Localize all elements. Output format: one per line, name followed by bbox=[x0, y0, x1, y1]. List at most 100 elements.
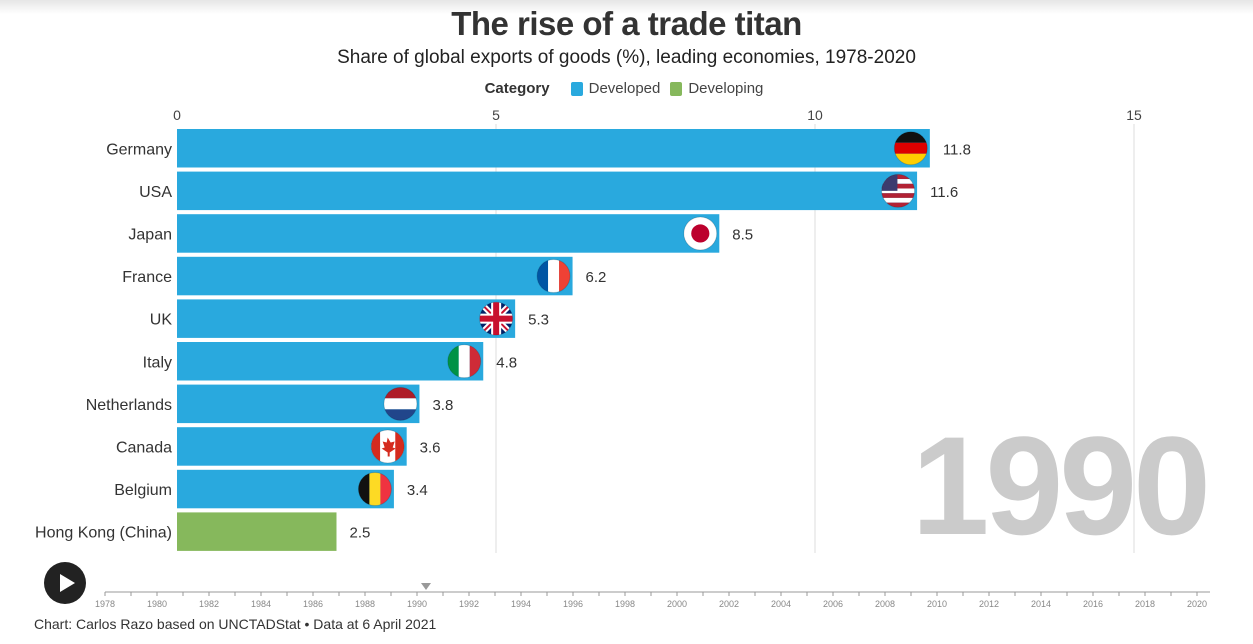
category-label: USA bbox=[139, 184, 172, 201]
bar-row: Japan 8.5 bbox=[128, 214, 753, 253]
timeline-year-label[interactable]: 2016 bbox=[1083, 599, 1103, 609]
germany-flag-icon bbox=[894, 131, 928, 165]
timeline-year-label[interactable]: 2004 bbox=[771, 599, 791, 609]
category-label: Germany bbox=[106, 141, 172, 158]
flag-outline bbox=[479, 301, 514, 336]
value-label: 3.4 bbox=[407, 482, 428, 499]
bar[interactable] bbox=[177, 129, 930, 168]
chart-subtitle: Share of global exports of goods (%), le… bbox=[337, 47, 916, 68]
bar[interactable] bbox=[177, 384, 420, 424]
flag-outline bbox=[683, 216, 718, 251]
timeline-year-label[interactable]: 1992 bbox=[459, 599, 479, 609]
play-button[interactable] bbox=[44, 562, 86, 604]
bar[interactable] bbox=[177, 469, 394, 509]
timeline-year-label[interactable]: 1994 bbox=[511, 599, 531, 609]
flag-outline bbox=[881, 173, 916, 208]
italy-flag-icon bbox=[447, 344, 481, 378]
bar-chart: 0 5 10 15 Germany 11.8 USA 11.6 Japan 8.5 France 6.… bbox=[35, 107, 1142, 553]
value-label: 11.6 bbox=[930, 184, 958, 201]
legend-label-developed: Developed bbox=[588, 80, 661, 97]
category-label: Belgium bbox=[114, 482, 172, 499]
legend: Category Developed Developing bbox=[0, 80, 1253, 97]
legend-item-developed[interactable]: Developed bbox=[570, 80, 661, 97]
legend-swatch-developed bbox=[570, 81, 583, 96]
timeline-year-label[interactable]: 2008 bbox=[875, 599, 895, 609]
bar-row: Netherlands 3.8 bbox=[86, 384, 453, 424]
bar-row: UK 5.3 bbox=[150, 299, 549, 338]
netherlands-flag-icon bbox=[383, 387, 417, 421]
flag-outline bbox=[357, 472, 392, 507]
value-label: 2.5 bbox=[350, 525, 371, 542]
timeline-year-label[interactable]: 1980 bbox=[147, 599, 167, 609]
category-label: Italy bbox=[143, 354, 172, 371]
bar-row: Hong Kong (China) 2.5 bbox=[35, 512, 370, 551]
legend-swatch-developing bbox=[670, 81, 683, 96]
x-tick-label: 5 bbox=[492, 107, 500, 123]
x-tick-label: 0 bbox=[173, 107, 181, 123]
bar-row: USA 11.6 bbox=[139, 171, 958, 211]
top-shade bbox=[0, 0, 1253, 14]
timeline-year-label[interactable]: 1978 bbox=[95, 599, 115, 609]
bar-row: Italy 4.8 bbox=[143, 342, 517, 381]
uk-flag-icon bbox=[479, 302, 513, 336]
flag-outline bbox=[536, 259, 571, 294]
value-label: 3.6 bbox=[420, 439, 441, 456]
bar[interactable] bbox=[177, 256, 573, 296]
timeline-year-label[interactable]: 2012 bbox=[979, 599, 999, 609]
timeline-year-label[interactable]: 2000 bbox=[667, 599, 687, 609]
category-label: Netherlands bbox=[86, 397, 172, 414]
flag-outline bbox=[893, 131, 928, 166]
flag-outline bbox=[370, 429, 405, 464]
flag-outline bbox=[447, 344, 482, 379]
legend-title: Category bbox=[484, 80, 550, 97]
value-label: 11.8 bbox=[943, 141, 971, 158]
category-label: France bbox=[122, 269, 172, 286]
category-label: Canada bbox=[116, 439, 172, 456]
timeline-year-label[interactable]: 2018 bbox=[1135, 599, 1155, 609]
timeline-slider[interactable]: 1978 1980 1982 1984 1986 1988 1990 1992 1994 1996… bbox=[0, 578, 1253, 614]
category-label: UK bbox=[150, 312, 173, 329]
japan-flag-icon bbox=[683, 216, 717, 250]
bar[interactable] bbox=[177, 427, 407, 466]
x-tick-label: 10 bbox=[807, 107, 823, 123]
timeline-year-label[interactable]: 1988 bbox=[355, 599, 375, 609]
timeline-year-label[interactable]: 2020 bbox=[1187, 599, 1207, 609]
category-label: Hong Kong (China) bbox=[35, 525, 172, 542]
bar[interactable] bbox=[177, 214, 720, 253]
bar[interactable] bbox=[177, 171, 918, 211]
current-year-watermark: 1990 bbox=[911, 407, 1211, 564]
value-label: 4.8 bbox=[496, 354, 517, 371]
x-tick-label: 15 bbox=[1126, 107, 1142, 123]
timeline-year-label[interactable]: 2006 bbox=[823, 599, 843, 609]
bar[interactable] bbox=[177, 299, 516, 338]
timeline-year-label[interactable]: 1982 bbox=[199, 599, 219, 609]
france-flag-icon bbox=[537, 259, 571, 293]
value-label: 6.2 bbox=[586, 269, 607, 286]
timeline-handle[interactable] bbox=[421, 583, 431, 590]
bar[interactable] bbox=[177, 512, 337, 551]
bar-row: Belgium 3.4 bbox=[114, 469, 428, 509]
timeline-year-label[interactable]: 1986 bbox=[303, 599, 323, 609]
bar-row: Germany 11.8 bbox=[106, 129, 971, 168]
category-label: Japan bbox=[128, 226, 172, 243]
chart-title: The rise of a trade titan bbox=[451, 5, 802, 42]
bar-row: France 6.2 bbox=[122, 256, 607, 296]
timeline-year-label[interactable]: 1990 bbox=[407, 599, 427, 609]
timeline-year-label[interactable]: 2010 bbox=[927, 599, 947, 609]
canada-flag-icon bbox=[371, 429, 405, 463]
legend-item-developing[interactable]: Developing bbox=[670, 80, 763, 97]
timeline-year-label[interactable]: 1998 bbox=[615, 599, 635, 609]
timeline-year-label[interactable]: 1996 bbox=[563, 599, 583, 609]
timeline-year-label[interactable]: 2014 bbox=[1031, 599, 1051, 609]
timeline-year-label[interactable]: 1984 bbox=[251, 599, 271, 609]
value-label: 5.3 bbox=[528, 312, 549, 329]
belgium-flag-icon bbox=[358, 472, 392, 506]
value-label: 3.8 bbox=[432, 397, 453, 414]
usa-flag-icon bbox=[881, 174, 915, 208]
chart-credit: Chart: Carlos Razo based on UNCTADStat •… bbox=[34, 616, 437, 632]
value-label: 8.5 bbox=[732, 226, 753, 243]
legend-label-developing: Developing bbox=[688, 80, 764, 97]
flag-outline bbox=[383, 386, 418, 421]
bar[interactable] bbox=[177, 342, 484, 381]
timeline-year-label[interactable]: 2002 bbox=[719, 599, 739, 609]
